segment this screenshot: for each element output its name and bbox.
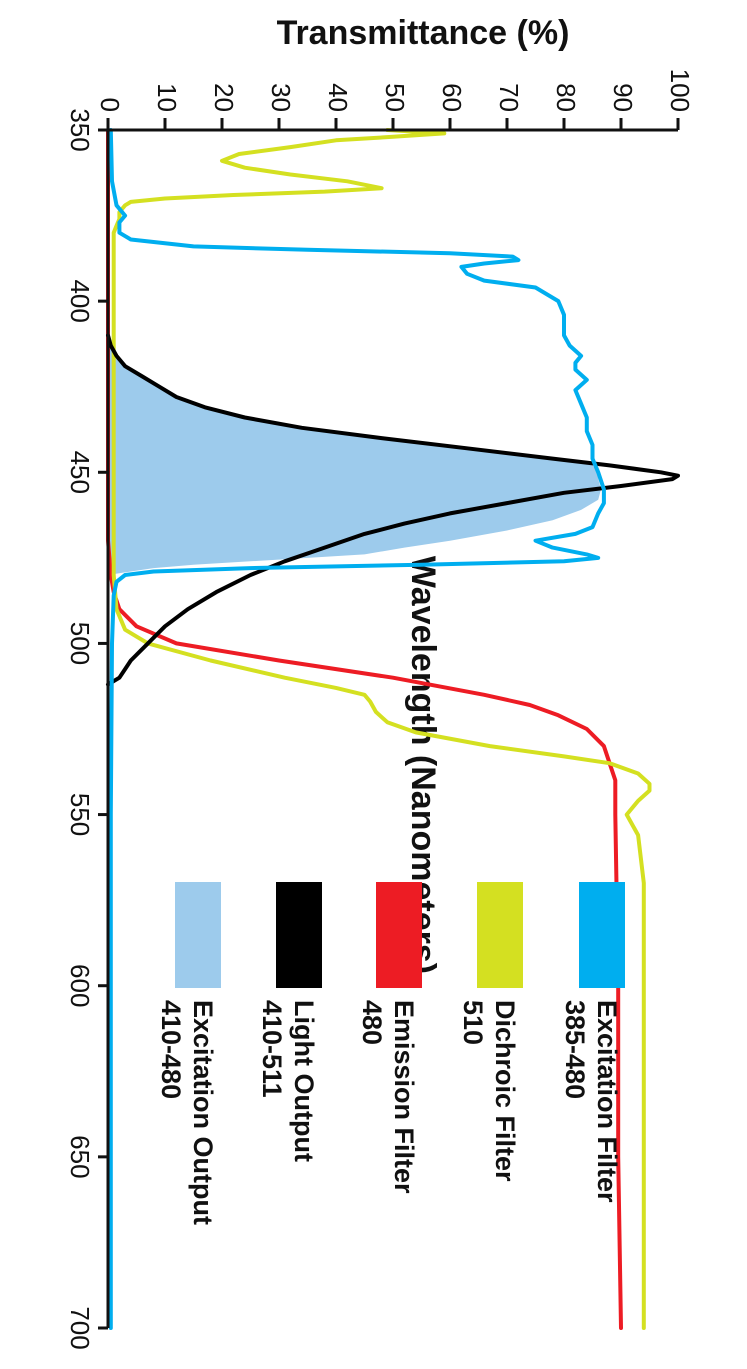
series-area-excitation-output bbox=[108, 335, 601, 575]
series-line-light-output bbox=[106, 333, 680, 687]
y-tick-label: 60 bbox=[437, 83, 467, 112]
legend-detail-light-output: 410-511 bbox=[257, 1000, 287, 1098]
y-tick-label: 0 bbox=[95, 98, 125, 112]
y-tick-label: 40 bbox=[323, 83, 353, 112]
x-tick-label: 600 bbox=[65, 964, 95, 1007]
y-tick-label: 80 bbox=[551, 83, 581, 112]
x-tick-label: 550 bbox=[65, 793, 95, 836]
legend-detail-excitation-filter: 385-480 bbox=[560, 1000, 590, 1099]
legend-swatch-dichroic-filter bbox=[477, 882, 523, 988]
x-tick-label: 400 bbox=[65, 279, 95, 322]
legend-detail-emission-filter: 480 bbox=[357, 1000, 387, 1045]
series-line-emission-filter bbox=[106, 128, 623, 1330]
x-tick-label: 350 bbox=[65, 108, 95, 151]
y-tick-label: 20 bbox=[209, 83, 239, 112]
x-tick-label: 700 bbox=[65, 1306, 95, 1349]
legend-detail-dichroic-filter: 510 bbox=[458, 1000, 488, 1045]
legend-swatch-emission-filter bbox=[376, 882, 422, 988]
legend-swatch-excitation-filter bbox=[579, 882, 625, 988]
y-tick-label: 90 bbox=[608, 83, 638, 112]
x-tick-label: 650 bbox=[65, 1135, 95, 1178]
legend-title-light-output: Light Output bbox=[289, 1000, 319, 1162]
y-tick-label: 100 bbox=[665, 69, 695, 112]
series-line-excitation-filter bbox=[108, 128, 606, 1330]
legend-title-excitation-filter: Excitation Filter bbox=[592, 1000, 622, 1203]
legend-swatch-excitation-output bbox=[175, 882, 221, 988]
legend-title-excitation-output: Excitation Output bbox=[188, 1000, 218, 1225]
plot-area: 0 10 20 30 40 50 60 70 80 90 100 350 400 450 500 550 600… bbox=[65, 69, 695, 1350]
legend-detail-excitation-output: 410-480 bbox=[156, 1000, 186, 1099]
y-axis-title: Transmittance (%) bbox=[277, 14, 570, 52]
series-line-dichroic-filter bbox=[111, 128, 652, 1330]
y-tick-label: 30 bbox=[266, 83, 296, 112]
x-tick-label: 450 bbox=[65, 451, 95, 494]
legend-title-emission-filter: Emission Filter bbox=[389, 1000, 419, 1194]
legend-title-dichroic-filter: Dichroic Filter bbox=[490, 1000, 520, 1182]
x-tick-label: 500 bbox=[65, 622, 95, 665]
y-tick-label: 70 bbox=[494, 83, 524, 112]
y-tick-label: 50 bbox=[380, 83, 410, 112]
y-tick-label: 10 bbox=[152, 83, 182, 112]
legend-swatch-light-output bbox=[276, 882, 322, 988]
